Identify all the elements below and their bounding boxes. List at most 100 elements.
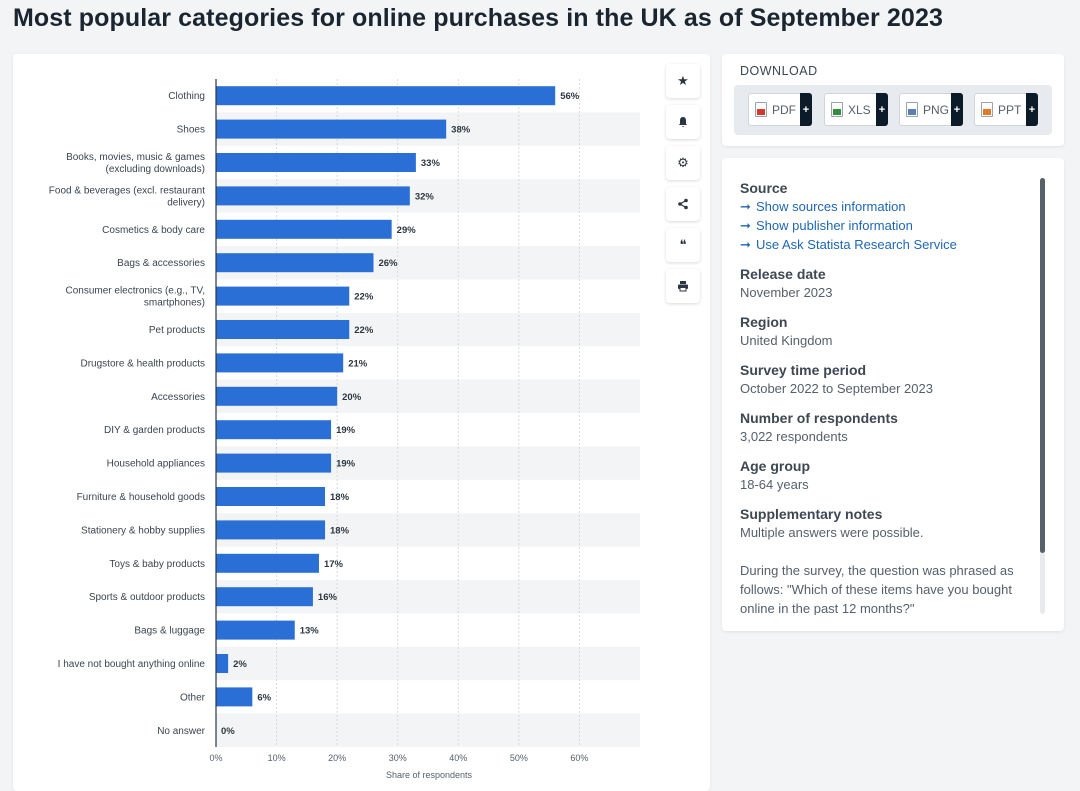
category-label: I have not bought anything online: [58, 659, 206, 670]
category-label: Shoes: [177, 125, 205, 136]
chart-card: 56% Clothing 38% Shoes 33% Books, movies, mus…: [13, 54, 710, 791]
category-label: Stationery & hobby supplies: [81, 525, 205, 536]
category-label: delivery): [167, 197, 205, 208]
download-title: DOWNLOAD: [740, 64, 818, 78]
source-heading: Source: [740, 180, 788, 196]
category-label: Food & beverages (excl. restaurant: [49, 185, 205, 196]
row-band: [216, 646, 640, 681]
page-title: Most popular categories for online purch…: [13, 4, 943, 32]
data-label: 32%: [415, 191, 435, 202]
x-tick-label: 20%: [328, 753, 346, 763]
plus-icon: +: [951, 93, 963, 126]
favorite-button[interactable]: ★: [666, 64, 700, 98]
x-tick-label: 30%: [389, 753, 407, 763]
age-group-value: 18-64 years: [740, 477, 809, 492]
data-label: 19%: [336, 425, 356, 436]
data-label: 22%: [354, 325, 374, 336]
age-group-heading: Age group: [740, 458, 810, 474]
bar: [216, 386, 338, 406]
bar: [216, 453, 332, 473]
bar: [216, 687, 253, 707]
star-icon: ★: [677, 73, 689, 88]
data-label: 21%: [348, 358, 368, 369]
survey-period-heading: Survey time period: [740, 362, 867, 378]
plus-icon: +: [800, 93, 812, 126]
category-label: Cosmetics & body care: [102, 225, 205, 236]
data-label: 20%: [342, 392, 362, 403]
gear-icon: ⚙: [677, 155, 689, 170]
download-panel: DOWNLOAD PDF + XLS + PNG + PPT +: [722, 54, 1064, 146]
settings-button[interactable]: ⚙: [666, 146, 700, 180]
bar: [216, 186, 410, 206]
arrow-right-icon: ➞: [740, 237, 751, 252]
download-ppt-button[interactable]: PPT +: [974, 93, 1038, 126]
arrow-right-icon: ➞: [740, 218, 751, 233]
category-label: No answer: [157, 726, 205, 737]
data-label: 19%: [336, 459, 356, 470]
bar: [216, 587, 313, 607]
data-label: 29%: [397, 225, 417, 236]
region-heading: Region: [740, 314, 788, 330]
link-label: Use Ask Statista Research Service: [756, 237, 957, 252]
respondents-heading: Number of respondents: [740, 410, 898, 426]
bar: [216, 320, 350, 339]
respondents-value: 3,022 respondents: [740, 429, 848, 444]
plus-icon: +: [1026, 93, 1038, 126]
survey-period-value: October 2022 to September 2023: [740, 381, 933, 396]
info-scrollbar[interactable]: [1040, 178, 1045, 614]
notes-value: Multiple answers were possible.: [740, 525, 924, 540]
x-tick-label: 10%: [268, 753, 286, 763]
link-label: Show publisher information: [756, 218, 913, 233]
category-label: Consumer electronics (e.g., TV,: [65, 286, 205, 297]
data-label: 6%: [257, 692, 271, 703]
show-publisher-link[interactable]: ➞ Show publisher information: [740, 216, 1030, 235]
download-xls-label: XLS: [848, 102, 871, 117]
xls-file-icon: [831, 102, 843, 117]
data-label: 56%: [560, 91, 580, 102]
share-button[interactable]: [666, 187, 700, 221]
ppt-file-icon: [981, 102, 993, 117]
x-tick-label: 60%: [570, 753, 588, 763]
data-label: 18%: [330, 525, 350, 536]
bar: [216, 553, 319, 573]
download-pdf-button[interactable]: PDF +: [748, 93, 812, 126]
bar: [216, 86, 556, 106]
download-png-label: PNG: [923, 102, 950, 117]
download-png-button[interactable]: PNG +: [899, 93, 963, 126]
notification-button[interactable]: [666, 105, 700, 139]
print-button[interactable]: [666, 269, 700, 303]
bar: [216, 286, 350, 306]
data-label: 16%: [318, 592, 338, 603]
arrow-right-icon: ➞: [740, 199, 751, 214]
download-ppt-label: PPT: [998, 102, 1022, 117]
bar-chart: 56% Clothing 38% Shoes 33% Books, movies, mus…: [49, 79, 640, 780]
info-content[interactable]: Source ➞ Show sources information ➞ Show p…: [740, 179, 1030, 615]
category-label: smartphones): [144, 298, 205, 309]
bar: [216, 119, 447, 139]
x-tick-label: 40%: [449, 753, 467, 763]
release-date-value: November 2023: [740, 285, 833, 300]
bar: [216, 654, 229, 673]
quote-icon: ❝: [679, 237, 687, 252]
info-panel: Source ➞ Show sources information ➞ Show p…: [722, 158, 1064, 631]
notes-heading: Supplementary notes: [740, 506, 883, 522]
share-icon: [678, 198, 688, 210]
bar: [216, 153, 416, 172]
bar: [216, 353, 344, 373]
category-label: Clothing: [168, 91, 205, 102]
row-band: [216, 713, 640, 747]
category-label: Accessories: [151, 392, 205, 403]
bar: [216, 520, 326, 540]
download-xls-button[interactable]: XLS +: [824, 93, 888, 126]
cite-button[interactable]: ❝: [666, 228, 700, 262]
category-label: DIY & garden products: [104, 425, 205, 436]
scrollbar-thumb[interactable]: [1040, 178, 1045, 553]
category-label: Other: [180, 692, 206, 703]
category-label: Bags & accessories: [117, 258, 205, 269]
plus-icon: +: [876, 93, 888, 126]
show-sources-link[interactable]: ➞ Show sources information: [740, 197, 1030, 216]
research-service-link[interactable]: ➞ Use Ask Statista Research Service: [740, 235, 1030, 254]
category-label: Drugstore & health products: [80, 358, 205, 369]
bar: [216, 253, 374, 273]
category-label: Pet products: [149, 325, 205, 336]
